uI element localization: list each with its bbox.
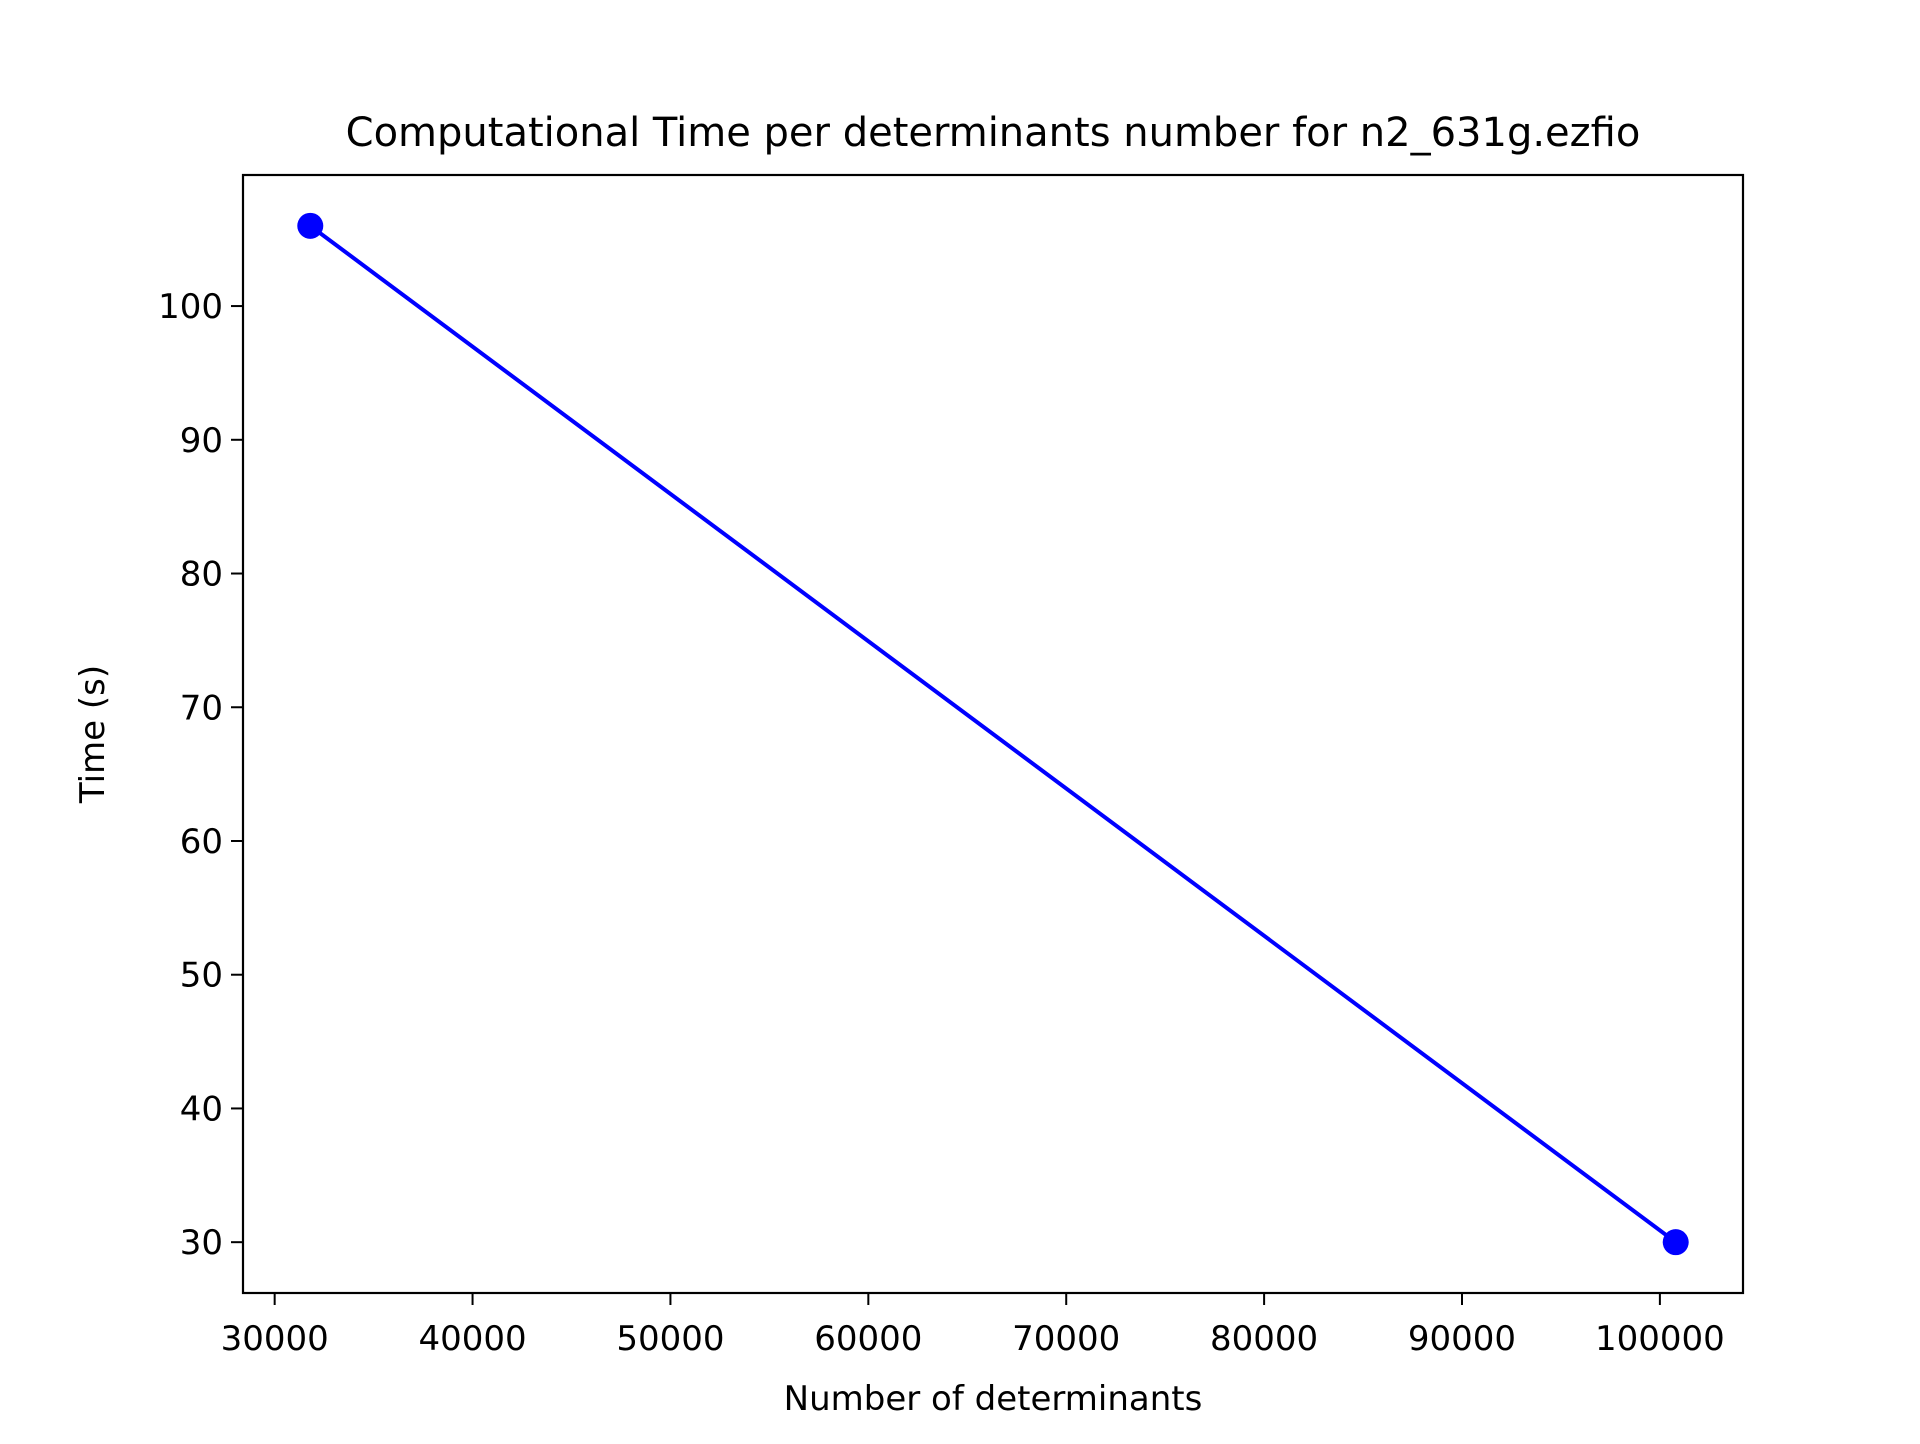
y-tick-label: 80 <box>180 555 223 595</box>
x-tick-label: 70000 <box>1012 1319 1120 1359</box>
x-tick-label: 90000 <box>1408 1319 1516 1359</box>
x-tick-label: 100000 <box>1595 1319 1725 1359</box>
series-layer <box>297 212 1689 1256</box>
chart-title: Computational Time per determinants numb… <box>346 110 1641 156</box>
y-tick-label: 70 <box>180 688 223 728</box>
y-tick-label: 60 <box>180 822 223 862</box>
y-tick-label: 40 <box>180 1089 223 1129</box>
x-tick-label: 40000 <box>418 1319 526 1359</box>
y-axis-label: Time (s) <box>73 665 113 804</box>
x-axis-label: Number of determinants <box>784 1379 1203 1419</box>
plot-area-frame <box>241 173 1745 1295</box>
y-tick-label: 90 <box>180 421 223 461</box>
y-axis-ticks: 30 40 50 60 70 80 90 100 <box>158 287 243 1263</box>
data-point-marker <box>1662 1229 1689 1256</box>
x-tick-label: 30000 <box>221 1319 329 1359</box>
x-tick-label: 60000 <box>814 1319 922 1359</box>
y-tick-label: 100 <box>158 287 223 327</box>
y-tick-label: 30 <box>180 1223 223 1263</box>
y-tick-label: 50 <box>180 956 223 996</box>
x-axis-ticks: 30000 40000 50000 60000 70000 80000 90000 10000… <box>221 1293 1725 1359</box>
data-point-marker <box>297 212 324 239</box>
x-tick-label: 80000 <box>1210 1319 1318 1359</box>
x-tick-label: 50000 <box>616 1319 724 1359</box>
series-line <box>307 223 1679 1245</box>
